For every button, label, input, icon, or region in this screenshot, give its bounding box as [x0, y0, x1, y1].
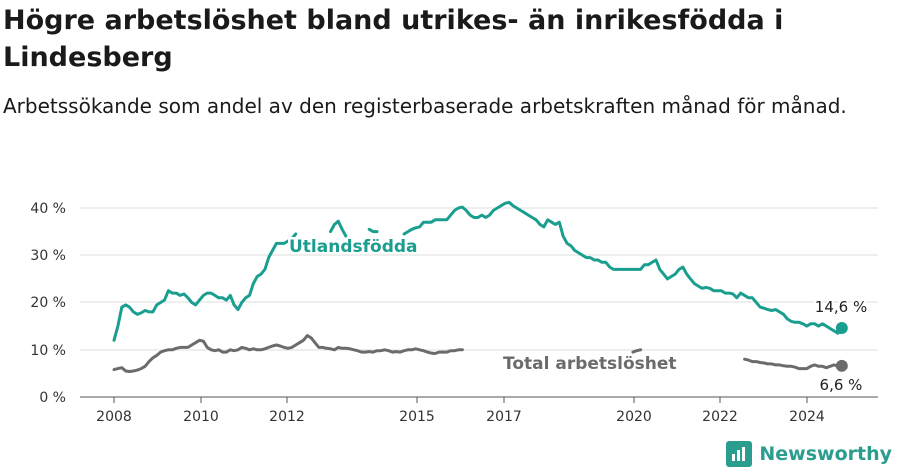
series-line-total: [631, 348, 643, 354]
x-tick-label: 2022: [702, 409, 738, 425]
chart-title: Högre arbetslöshet bland utrikes- än inr…: [3, 5, 784, 73]
x-tick-label: 2024: [789, 409, 825, 425]
end-point-total: [835, 359, 848, 372]
series-label-total: Total arbetslöshet: [503, 354, 677, 374]
newsworthy-logo-icon: [726, 441, 753, 467]
x-tick-label: 2017: [486, 409, 522, 425]
end-value-label: 14,6 %: [815, 298, 867, 316]
chart-subtitle: Arbetssökande som andel av den registerb…: [3, 94, 847, 118]
brand-logo: Newsworthy: [726, 441, 892, 467]
y-tick-label: 40 %: [30, 201, 66, 217]
series-line-total: [112, 334, 464, 373]
end-point-foreign-born: [835, 322, 848, 335]
y-tick-label: 30 %: [30, 248, 66, 264]
series-label-foreign-born: Utlandsfödda: [289, 237, 418, 257]
y-tick-label: 0 %: [39, 390, 66, 406]
end-value-label: 6,6 %: [820, 376, 863, 394]
series-line-foreign-born: [329, 219, 348, 238]
series-line-foreign-born: [367, 227, 379, 234]
y-tick-label: 20 %: [30, 295, 66, 311]
series-line-foreign-born: [112, 232, 298, 342]
x-tick-label: 2012: [269, 409, 305, 425]
series-line-total: [743, 357, 844, 371]
x-tick-label: 2010: [183, 409, 219, 425]
series-line-foreign-born: [402, 200, 844, 335]
y-tick-label: 10 %: [30, 343, 66, 359]
brand-name: Newsworthy: [759, 443, 892, 465]
x-tick-label: 2008: [96, 409, 132, 425]
x-tick-label: 2015: [399, 409, 435, 425]
x-tick-label: 2020: [616, 409, 652, 425]
